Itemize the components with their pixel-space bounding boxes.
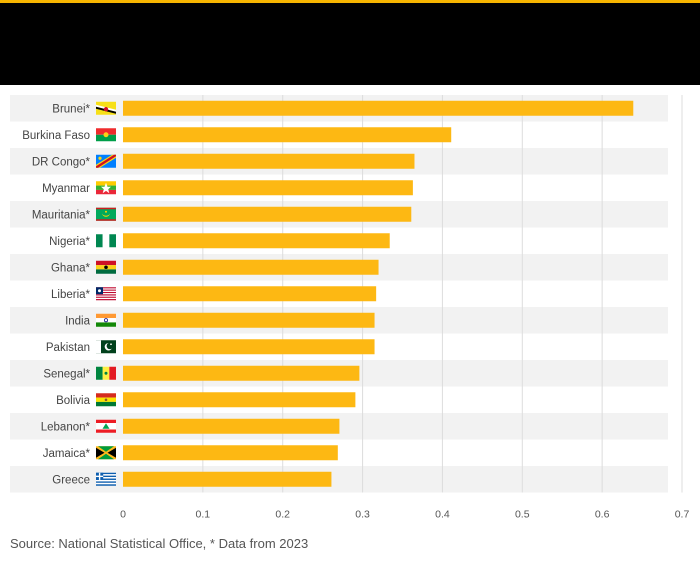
x-tick-label: 0 <box>120 509 126 521</box>
india-flag-icon <box>96 313 116 327</box>
bar-chart: Brunei* Burkina Faso DR Congo* Myanmar Mauri… <box>10 95 690 521</box>
category-label: Ghana* <box>51 262 91 274</box>
bar <box>123 365 360 381</box>
jamaica-flag-icon <box>96 446 116 460</box>
x-tick-label: 0.3 <box>355 509 370 521</box>
ghana-flag-icon <box>96 260 116 274</box>
myanmar-flag-icon <box>96 181 116 195</box>
x-tick-label: 0.4 <box>435 509 450 521</box>
category-label: Burkina Faso <box>22 130 90 142</box>
bar <box>123 206 412 222</box>
category-label: Myanmar <box>42 183 90 195</box>
category-label: Nigeria* <box>49 236 90 248</box>
x-tick-label: 0.6 <box>595 509 610 521</box>
bar <box>123 259 379 275</box>
lebanon-flag-icon <box>96 419 116 433</box>
category-label: Bolivia <box>56 395 90 407</box>
bar <box>123 180 413 196</box>
category-label: Lebanon* <box>41 421 91 433</box>
burkina-faso-flag-icon <box>96 128 116 142</box>
bar <box>123 127 452 143</box>
dr-congo-flag-icon <box>96 154 116 168</box>
category-label: Mauritania* <box>32 209 91 221</box>
category-label: Pakistan <box>46 342 90 354</box>
pakistan-flag-icon <box>96 340 116 354</box>
mauritania-flag-icon <box>96 207 116 221</box>
category-label: Brunei* <box>52 103 90 115</box>
x-tick-label: 0.1 <box>196 509 211 521</box>
bar <box>123 339 375 355</box>
x-tick-label: 0.5 <box>515 509 530 521</box>
bar <box>123 445 338 461</box>
liberia-flag-icon <box>96 287 116 301</box>
row-stripe <box>10 466 668 493</box>
bar <box>123 100 634 116</box>
nigeria-flag-icon <box>96 234 116 248</box>
bar <box>123 286 377 302</box>
x-tick-label: 0.7 <box>675 509 690 521</box>
bar <box>123 392 356 408</box>
bar <box>123 418 340 434</box>
header-accent-line <box>0 0 700 3</box>
brunei-flag-icon <box>96 101 116 115</box>
bar <box>123 471 332 487</box>
category-label: Jamaica* <box>43 448 91 460</box>
category-label: India <box>65 315 91 327</box>
category-label: Liberia* <box>51 289 91 301</box>
bar <box>123 153 415 169</box>
greece-flag-icon <box>96 472 116 486</box>
x-tick-label: 0.2 <box>275 509 290 521</box>
bar <box>123 233 390 249</box>
category-label: Greece <box>52 474 90 486</box>
category-label: DR Congo* <box>32 156 91 168</box>
source-note: Source: National Statistical Office, * D… <box>10 536 309 551</box>
category-label: Senegal* <box>43 368 90 380</box>
bar <box>123 312 375 328</box>
chart-area: Brunei* Burkina Faso DR Congo* Myanmar Mauri… <box>0 85 700 530</box>
header-banner <box>0 0 700 85</box>
bolivia-flag-icon <box>96 393 116 407</box>
senegal-flag-icon <box>96 366 116 380</box>
